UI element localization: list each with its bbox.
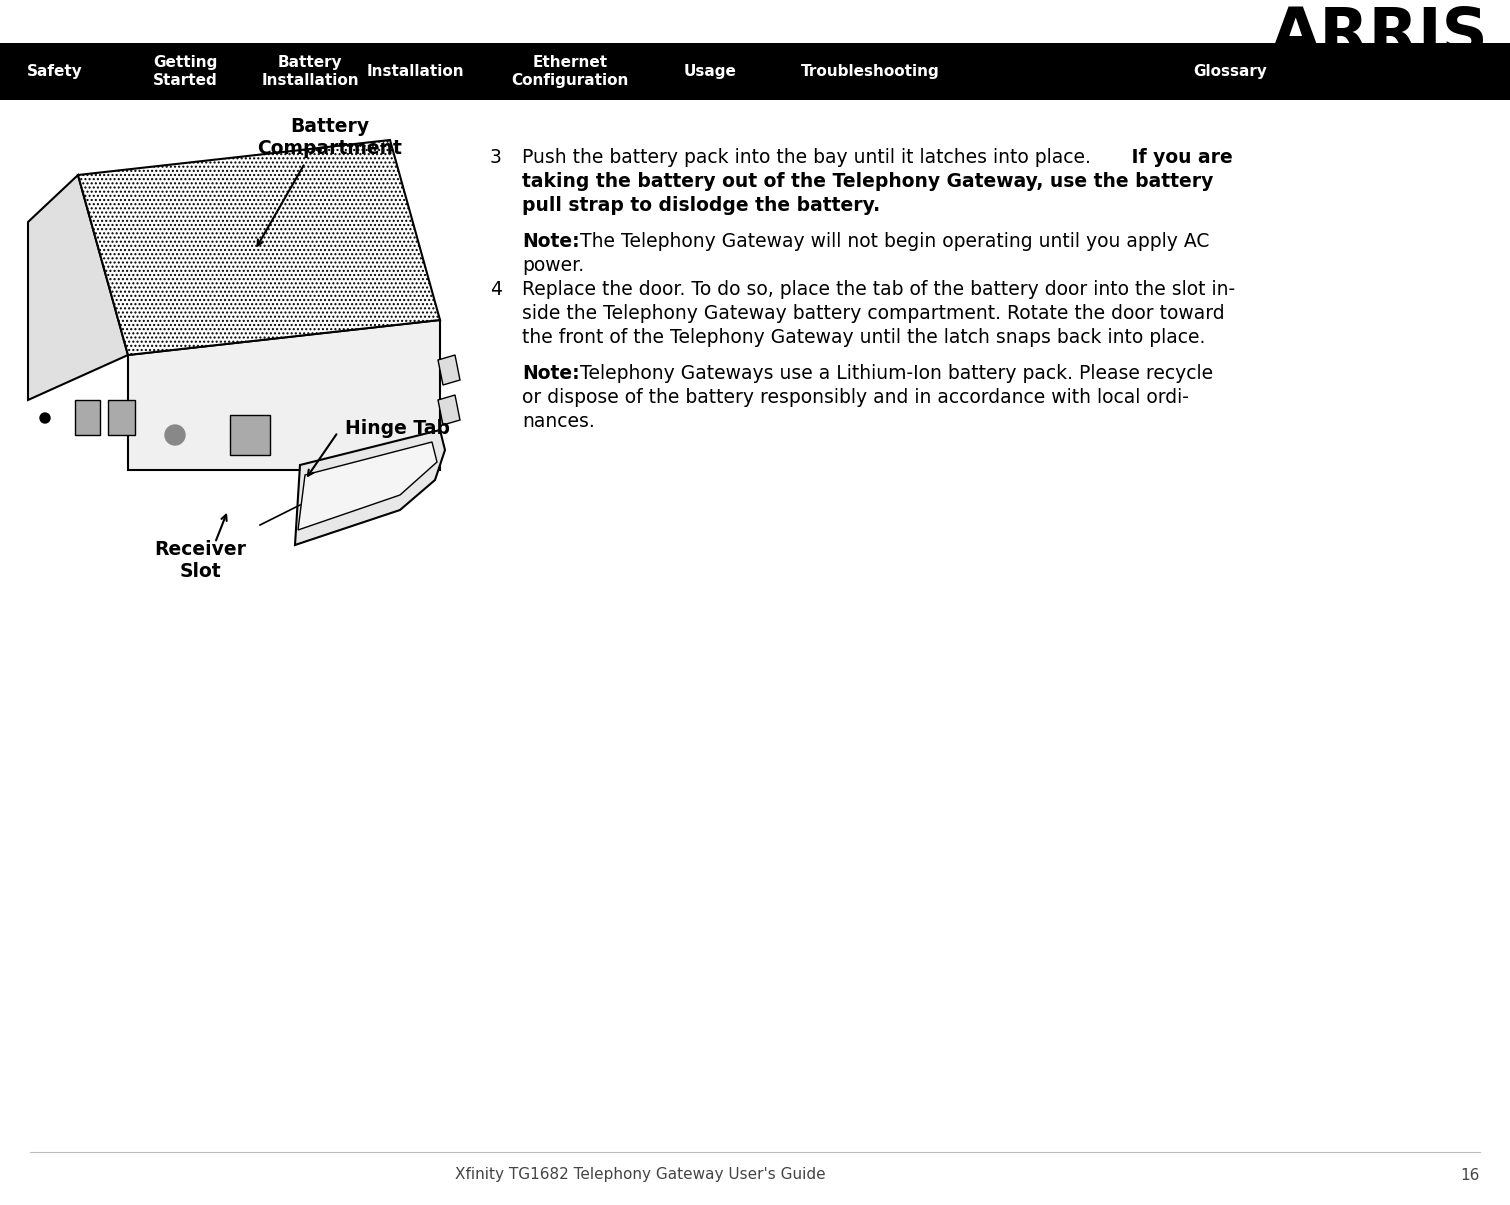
Text: Telephony Gateways use a Lithium-Ion battery pack. Please recycle: Telephony Gateways use a Lithium-Ion bat… bbox=[574, 364, 1213, 383]
Circle shape bbox=[39, 413, 50, 423]
Text: nances.: nances. bbox=[522, 412, 595, 431]
Text: Receiver
Slot: Receiver Slot bbox=[154, 540, 246, 581]
Text: Safety: Safety bbox=[27, 64, 83, 80]
Text: Getting: Getting bbox=[153, 55, 217, 70]
Polygon shape bbox=[438, 395, 461, 425]
Text: Ethernet: Ethernet bbox=[533, 55, 607, 70]
Text: or dispose of the battery responsibly and in accordance with local ordi-: or dispose of the battery responsibly an… bbox=[522, 388, 1188, 407]
Text: side the Telephony Gateway battery compartment. Rotate the door toward: side the Telephony Gateway battery compa… bbox=[522, 304, 1225, 323]
Circle shape bbox=[165, 425, 186, 445]
Polygon shape bbox=[297, 442, 436, 530]
Text: power.: power. bbox=[522, 255, 584, 275]
Polygon shape bbox=[128, 321, 439, 470]
Polygon shape bbox=[29, 175, 128, 400]
Text: Installation: Installation bbox=[367, 64, 464, 80]
Text: Configuration: Configuration bbox=[512, 74, 628, 88]
Text: Replace the door. To do so, place the tab of the battery door into the slot in-: Replace the door. To do so, place the ta… bbox=[522, 280, 1235, 299]
Bar bbox=[0, 43, 1510, 100]
Text: taking the battery out of the Telephony Gateway, use the battery: taking the battery out of the Telephony … bbox=[522, 172, 1214, 192]
Text: Note:: Note: bbox=[522, 233, 580, 251]
Polygon shape bbox=[438, 355, 461, 386]
Text: Battery
Compartment: Battery Compartment bbox=[258, 117, 403, 158]
Text: Hinge Tab: Hinge Tab bbox=[344, 418, 450, 437]
Text: 16: 16 bbox=[1460, 1168, 1480, 1182]
Text: Installation: Installation bbox=[261, 74, 359, 88]
Text: pull strap to dislodge the battery.: pull strap to dislodge the battery. bbox=[522, 196, 880, 214]
Text: the front of the Telephony Gateway until the latch snaps back into place.: the front of the Telephony Gateway until… bbox=[522, 328, 1205, 347]
Text: If you are: If you are bbox=[1125, 148, 1232, 167]
Text: 3: 3 bbox=[491, 148, 501, 167]
Polygon shape bbox=[230, 415, 270, 455]
Polygon shape bbox=[79, 140, 439, 355]
Text: Xfinity TG1682 Telephony Gateway User's Guide: Xfinity TG1682 Telephony Gateway User's … bbox=[455, 1168, 826, 1182]
Text: Glossary: Glossary bbox=[1193, 64, 1267, 80]
Text: Note:: Note: bbox=[522, 364, 580, 383]
Text: ARRIS: ARRIS bbox=[1270, 5, 1487, 67]
Text: Troubleshooting: Troubleshooting bbox=[800, 64, 939, 80]
Polygon shape bbox=[109, 400, 134, 435]
Polygon shape bbox=[294, 430, 445, 545]
Text: Push the battery pack into the bay until it latches into place.: Push the battery pack into the bay until… bbox=[522, 148, 1090, 167]
Text: Battery: Battery bbox=[278, 55, 343, 70]
Polygon shape bbox=[76, 400, 100, 435]
Text: Started: Started bbox=[153, 74, 217, 88]
Text: The Telephony Gateway will not begin operating until you apply AC: The Telephony Gateway will not begin ope… bbox=[574, 233, 1210, 251]
Text: Usage: Usage bbox=[684, 64, 737, 80]
Text: 4: 4 bbox=[491, 280, 501, 299]
